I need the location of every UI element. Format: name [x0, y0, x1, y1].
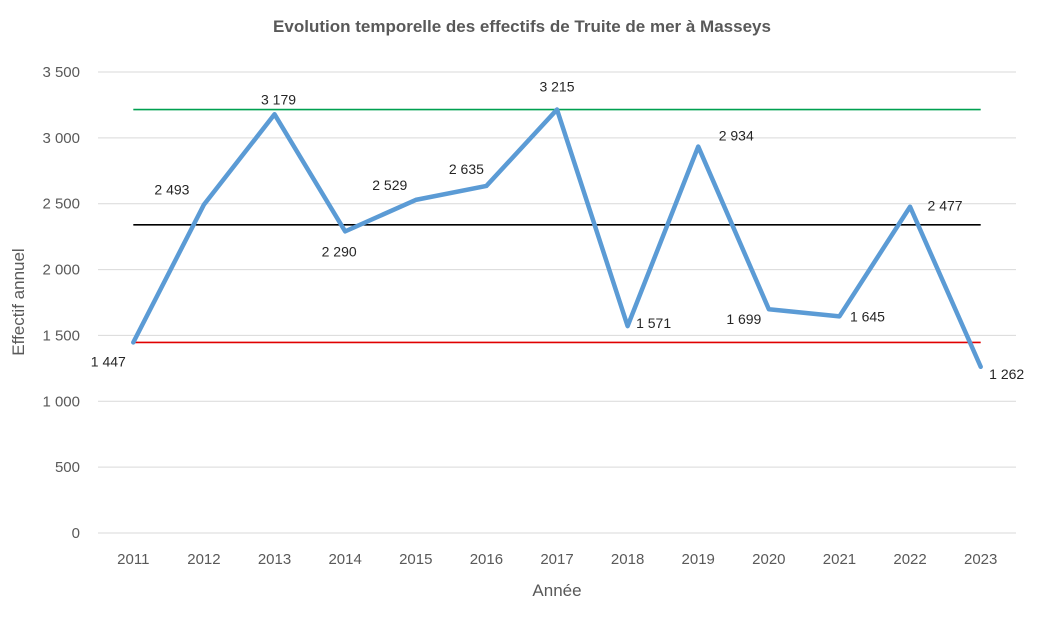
data-labels: 1 447 2 493 3 179 2 290 2 529 2 635 3 215 1 571…	[91, 79, 1025, 382]
data-label: 2 493	[154, 182, 189, 198]
data-label: 1 262	[989, 366, 1024, 382]
y-tick-label: 500	[55, 459, 80, 476]
x-tick-label: 2017	[540, 551, 573, 568]
y-axis-ticks: 0 500 1 000 1 500 2 000 2 500 3 000 3 500	[42, 64, 80, 542]
series-line-0	[131, 107, 983, 370]
data-label: 3 179	[261, 91, 296, 107]
x-tick-label: 2022	[893, 551, 926, 568]
data-label: 2 477	[928, 198, 963, 214]
x-tick-label: 2015	[399, 551, 432, 568]
y-tick-label: 2 000	[42, 262, 80, 279]
data-label: 1 447	[91, 353, 126, 369]
gridlines	[98, 71, 1016, 534]
x-tick-label: 2016	[470, 551, 503, 568]
data-label: 1 571	[636, 315, 671, 331]
y-tick-label: 1 000	[42, 393, 80, 410]
x-tick-label: 2020	[752, 551, 785, 568]
x-axis-title: Année	[532, 581, 581, 600]
x-axis-ticks: 2011 2012 2013 2014 2015 2016 2017 2018 2019 2020…	[117, 551, 997, 568]
x-tick-label: 2013	[258, 551, 291, 568]
y-tick-label: 2 500	[42, 196, 80, 213]
data-label: 2 290	[322, 243, 357, 259]
x-tick-label: 2011	[117, 551, 149, 568]
series-group	[131, 107, 983, 370]
x-tick-label: 2014	[328, 551, 361, 568]
data-label: 1 699	[726, 311, 761, 327]
y-tick-label: 3 000	[42, 130, 80, 147]
y-tick-label: 1 500	[42, 327, 80, 344]
data-label: 2 934	[719, 128, 754, 144]
x-tick-label: 2012	[187, 551, 220, 568]
x-tick-label: 2023	[964, 551, 997, 568]
data-label: 3 215	[539, 79, 574, 95]
data-label: 2 635	[449, 161, 484, 177]
y-tick-label: 0	[72, 525, 80, 542]
x-tick-label: 2018	[611, 551, 644, 568]
data-label: 2 529	[372, 177, 407, 193]
y-tick-label: 3 500	[42, 64, 80, 81]
data-label: 1 645	[850, 308, 885, 324]
y-axis-title: Effectif annuel	[9, 248, 28, 355]
x-tick-label: 2021	[823, 551, 856, 568]
chart-title: Evolution temporelle des effectifs de Tr…	[273, 17, 771, 36]
x-tick-label: 2019	[682, 551, 715, 568]
